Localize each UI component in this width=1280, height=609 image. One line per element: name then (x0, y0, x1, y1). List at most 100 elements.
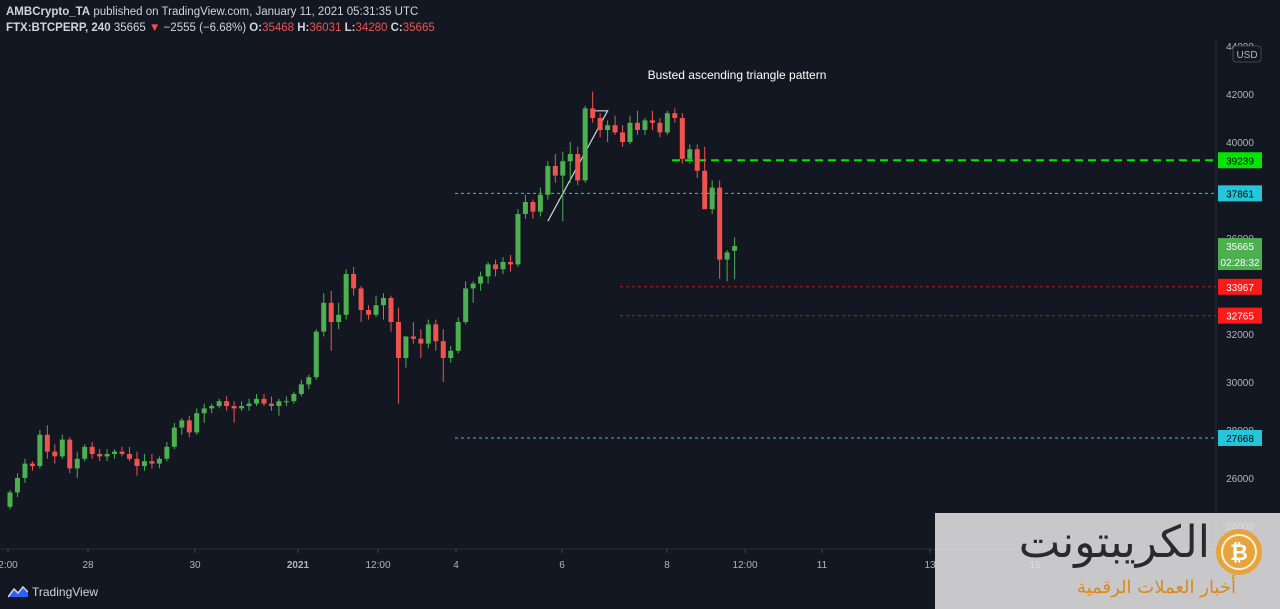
candle-body (605, 125, 611, 130)
candle-body (97, 454, 103, 457)
candle-body (209, 406, 215, 409)
candle-body (358, 288, 364, 310)
candle-body (627, 122, 633, 142)
candle-body (216, 401, 222, 406)
candle-body (22, 463, 28, 478)
candle-body (694, 149, 700, 171)
open-label: O: (249, 22, 263, 34)
candle-body (634, 122, 640, 130)
candle-body (194, 413, 200, 433)
candle-body (530, 202, 536, 212)
candle-body (254, 398, 260, 404)
x-tick-label: 2021 (287, 560, 310, 571)
candle-body (306, 377, 312, 385)
candle-body (463, 288, 469, 322)
candle-body (493, 264, 499, 270)
candle-body (597, 118, 603, 130)
candle-body (67, 439, 73, 469)
candle-body (298, 384, 304, 394)
candle-body (283, 401, 289, 403)
price-tag (1218, 307, 1262, 324)
y-tick-label: 30000 (1226, 378, 1254, 389)
symbol-label: FTX:BTCPERP, 240 (6, 22, 111, 34)
candle-body (351, 274, 357, 289)
x-tick-label: 13 (924, 560, 936, 571)
candle-body (201, 408, 207, 414)
candle-body (59, 439, 65, 457)
chart-header: AMBCrypto_TA published on TradingView.co… (6, 4, 435, 36)
currency-label: USD (1236, 50, 1257, 61)
candle-body (590, 108, 596, 118)
candle-body (156, 458, 162, 464)
watermark-subtitle: أخبار العملات الرقمية (1077, 577, 1236, 598)
candle-body (657, 122, 663, 133)
candle-body (29, 463, 35, 466)
triangle-pattern-drawing (547, 110, 609, 222)
candle-body (679, 118, 685, 159)
low-label: L: (344, 22, 356, 34)
candle-body (321, 302, 327, 332)
candle-body (89, 446, 95, 454)
candle-body (478, 276, 484, 284)
candle-body (664, 113, 670, 133)
candle-body (186, 420, 192, 433)
publish-info: published on TradingView.com, January 11… (93, 6, 419, 18)
candle-body (642, 120, 648, 130)
candle-body (560, 161, 566, 176)
watermark-title: الكريبتونت (1018, 517, 1210, 568)
candle-body (612, 125, 618, 133)
candle-body (724, 252, 730, 260)
high-value: 36031 (309, 22, 342, 34)
candle-body (127, 454, 133, 459)
candle-body (141, 461, 147, 466)
y-tick-label: 32000 (1226, 330, 1254, 341)
price-tag-label: 27668 (1226, 434, 1254, 445)
currency-badge (1232, 45, 1262, 63)
x-tick-label: 12:00 (732, 560, 757, 571)
countdown-label: 02:28:32 (1221, 258, 1260, 269)
horizontal-levels (455, 159, 1216, 439)
candle-body (328, 302, 334, 322)
publisher-name[interactable]: AMBCrypto_TA (6, 6, 91, 18)
candle-body (112, 451, 118, 454)
candle-body (149, 461, 155, 464)
svg-text:₿: ₿ (1230, 541, 1248, 566)
candle-body (522, 202, 528, 214)
candle-body (14, 478, 20, 493)
bitcoin-coin-icon: ₿ (1216, 529, 1262, 575)
candle-body (575, 154, 581, 181)
open-value: 35468 (262, 22, 295, 34)
candle-body (552, 166, 558, 176)
candle-body (649, 120, 655, 123)
down-arrow-icon: ▼ (149, 22, 161, 34)
x-tick-label: 30 (189, 560, 201, 571)
candle-body (119, 451, 125, 454)
x-tick-label: 28 (82, 560, 94, 571)
price-tag (1218, 152, 1262, 169)
current-price-tag (1218, 238, 1262, 271)
symbol-line: FTX:BTCPERP, 240 35665 ▼ −2555 (−6.68%) … (6, 20, 435, 36)
candle-body (470, 283, 476, 289)
tradingview-logo[interactable]: TradingView (8, 585, 98, 599)
triangle-line (547, 110, 609, 222)
x-tick-label: 2:00 (0, 560, 18, 571)
candle-body (373, 305, 379, 315)
candle-body (732, 246, 738, 251)
x-tick-label: 8 (664, 560, 670, 571)
candle-body (507, 262, 513, 265)
candle-body (433, 324, 439, 342)
candle-body (485, 264, 491, 277)
price-tag-label: 33967 (1226, 283, 1254, 294)
candle-body (403, 336, 409, 358)
price-tag-label: 32765 (1226, 312, 1254, 323)
candle-body (395, 322, 401, 358)
footer-bar: TradingView (0, 582, 1280, 609)
current-price-label: 35665 (1226, 242, 1254, 253)
watermark-logo: الكريبتونت أخبار العملات الرقمية ₿ (935, 513, 1280, 609)
candle-body (104, 454, 110, 457)
candle-body (620, 132, 626, 142)
tradingview-label: TradingView (32, 585, 99, 599)
price-change: −2555 (−6.68%) (163, 22, 247, 34)
candle-body (268, 403, 274, 406)
price-tag (1218, 429, 1262, 446)
